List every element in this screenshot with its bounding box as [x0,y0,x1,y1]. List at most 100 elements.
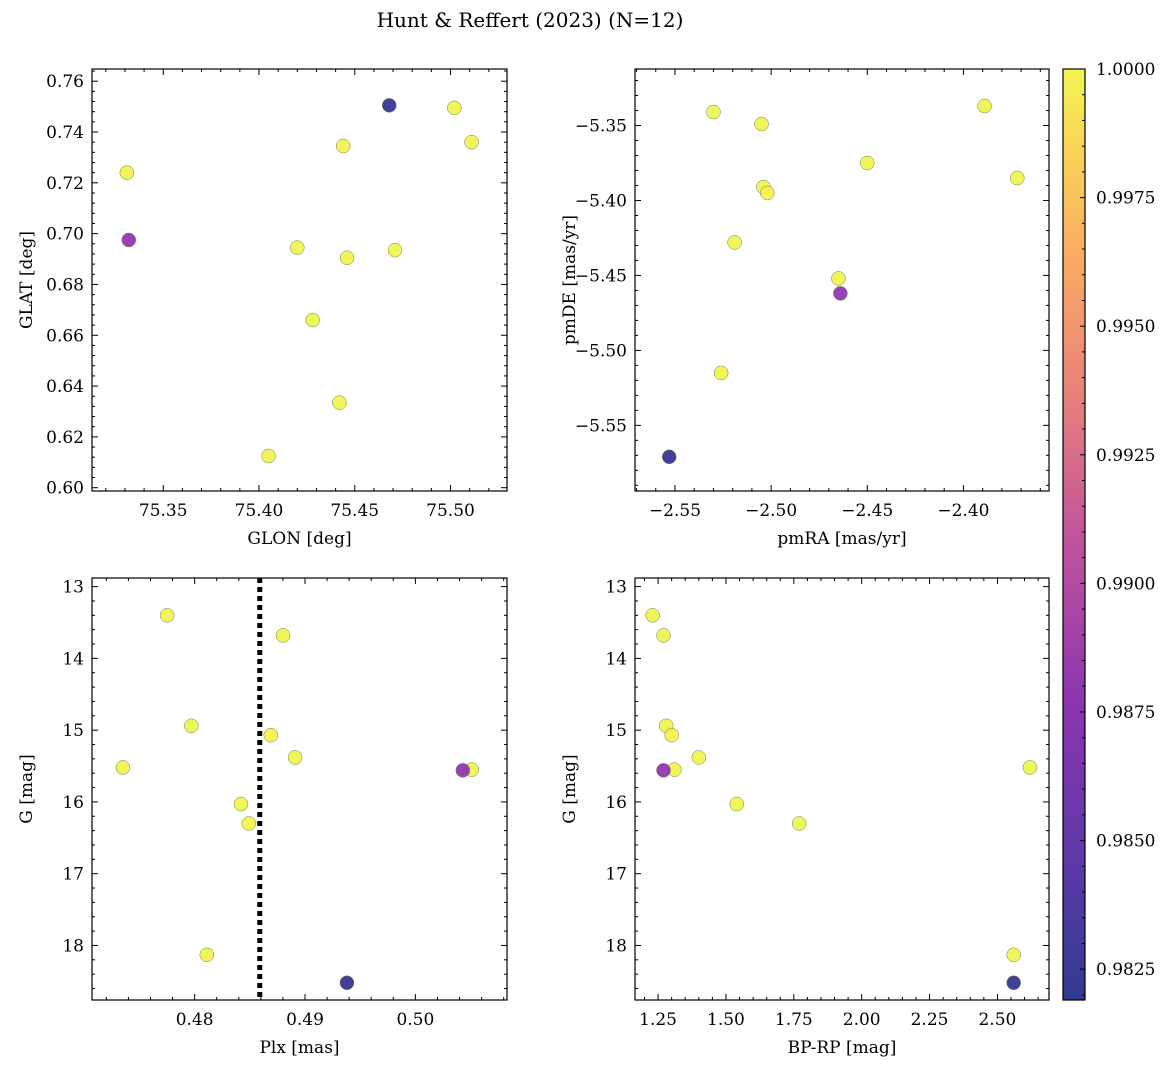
y-tick-label: 0.68 [46,275,84,295]
data-point [661,449,677,465]
data-point [332,395,347,410]
data-point [290,240,305,255]
y-tick-label: 0.70 [46,225,84,245]
y-tick-label: 14 [62,649,84,669]
x-tick-label: 1.75 [775,1010,813,1030]
data-point [760,185,775,201]
colorbar-tick-label: 0.9825 [1096,960,1155,980]
panels: 75.35 75.40 75.45 75.50 0.60 0.62 0.64 0.66 0.68… [17,68,1050,1058]
data-point [381,98,397,113]
colorbar-gradient [1063,69,1085,1000]
y-tick-label: 0.66 [46,326,84,346]
y-tick-label: −5.55 [575,416,627,436]
x-axis-label: BP-RP [mag] [788,1038,897,1058]
y-tick-label: 17 [605,865,627,885]
y-tick-label: 15 [605,721,627,741]
data-point [261,448,276,464]
plot-frame [91,577,508,1001]
data-point [729,796,745,812]
plot-frame [91,68,508,492]
data-point [727,235,742,250]
y-tick-label: −5.35 [575,117,627,137]
y-tick-label: 0.64 [46,377,84,397]
colorbar-frame [1062,68,1086,1001]
x-tick-label: −2.50 [745,501,797,521]
colorbar-tick-label: 0.9975 [1096,189,1155,209]
x-tick-label: 2.50 [978,1010,1016,1030]
y-tick-label: −5.50 [575,341,627,361]
data-point [691,750,707,765]
x-axis-label: GLON [deg] [247,529,351,549]
y-tick-label: 16 [62,793,84,813]
x-tick-label: 75.35 [139,501,188,521]
data-point [119,165,135,180]
data-point [706,104,721,120]
data-point [977,98,992,114]
x-tick-label: 0.49 [286,1010,324,1030]
data-point [339,975,355,991]
data-point [656,628,671,643]
data-point [1006,947,1021,963]
data-point [464,134,479,150]
data-point [1006,975,1021,991]
panel-plx-g: 0.48 0.49 0.50 13 14 15 16 17 18 Plx [mas] G [mag] [17,577,508,1058]
data-point [664,727,679,743]
data-point [1010,170,1025,186]
data-point [184,718,199,734]
data-point [387,242,403,258]
x-tick-label: 2.00 [843,1010,881,1030]
data-point [791,816,807,831]
data-point [199,947,215,963]
plot-frame [634,68,1050,492]
data-point [754,116,769,132]
y-tick-label: 18 [605,936,627,956]
colorbar-tick-label: 0.9925 [1096,446,1155,466]
panel-pm: −2.55 −2.50 −2.45 −2.40 −5.55 −5.50 −5.45 −5.40… [560,68,1050,549]
data-point [275,628,291,643]
y-tick-label: 0.72 [46,174,84,194]
y-tick-label: −5.40 [575,191,627,211]
y-tick-label: −5.45 [575,266,627,286]
y-tick-label: 0.62 [46,428,84,448]
y-axis-label: G [mag] [560,754,580,823]
chart-title: Hunt & Reffert (2023) (N=12) [377,8,684,32]
x-tick-label: 75.40 [235,501,284,521]
panel-cmd: 1.25 1.50 1.75 2.00 2.25 2.50 13 14 15 16 17 18 BP-R… [560,577,1050,1058]
y-tick-label: 13 [605,578,627,598]
colorbar-tick-label: 0.9900 [1096,574,1155,594]
data-point [336,138,351,154]
colorbar: 0.9825 0.9850 0.9875 0.9900 0.9925 0.9950 0.99… [1062,60,1155,1001]
y-axis-label: GLAT [deg] [17,231,37,329]
y-tick-label: 0.76 [46,72,84,92]
data-point [305,312,320,328]
data-point [831,271,846,286]
data-point [455,763,471,778]
data-point [713,365,729,381]
data-point [339,250,355,266]
x-tick-label: −2.40 [937,501,989,521]
y-tick-label: 13 [62,578,84,598]
y-tick-label: 14 [605,649,627,669]
data-point [159,608,175,623]
data-point [860,155,875,171]
data-point [833,286,848,301]
data-point [287,750,303,765]
x-tick-label: 0.50 [396,1010,434,1030]
y-tick-label: 15 [62,721,84,741]
colorbar-tick-label: 0.9850 [1096,832,1155,852]
data-point [645,608,660,623]
data-point [115,760,131,775]
x-tick-label: −2.45 [841,501,893,521]
x-tick-label: 1.25 [639,1010,677,1030]
x-tick-label: 2.25 [911,1010,949,1030]
data-point [1022,760,1038,775]
data-point [241,816,256,831]
panel-glon-glat: 75.35 75.40 75.45 75.50 0.60 0.62 0.64 0.66 0.68… [17,68,508,549]
plot-frame [634,577,1050,1001]
y-tick-label: 18 [62,936,84,956]
data-point [263,727,279,743]
data-point [447,100,462,116]
y-tick-label: 16 [605,793,627,813]
x-tick-label: 1.50 [707,1010,745,1030]
